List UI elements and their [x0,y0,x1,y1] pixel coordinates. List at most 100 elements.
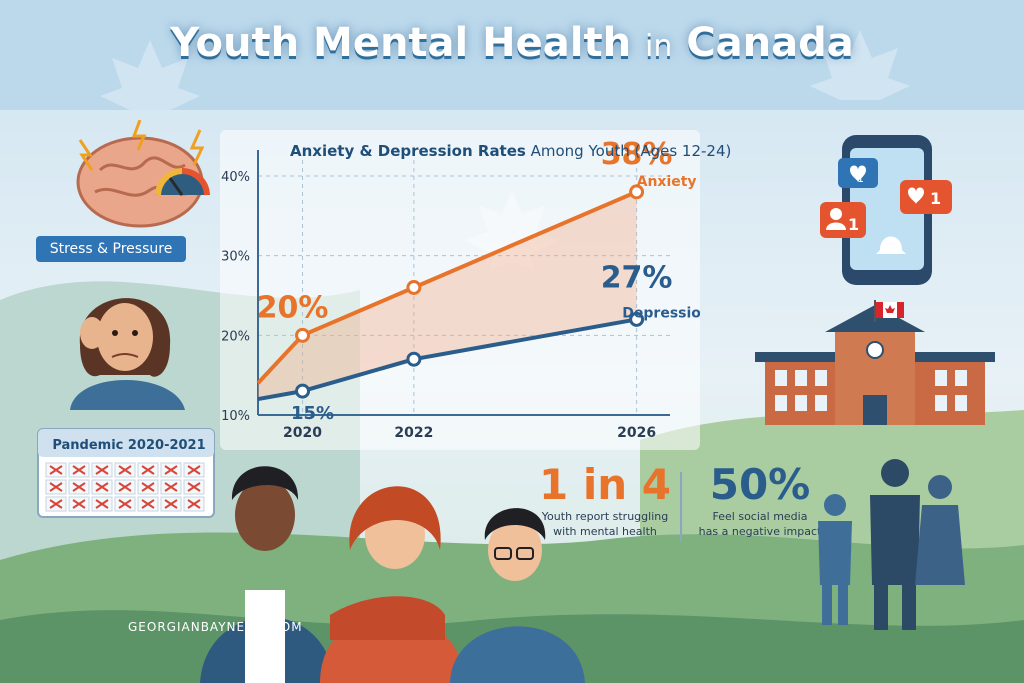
depression-point [629,311,645,327]
stat-text-line: Feel social media [712,510,808,523]
series-label: Depression [622,305,700,321]
cross-mark-icon [95,499,109,509]
sky-band [0,0,1024,110]
school-window [935,370,947,386]
stat-text-line: Youth report struggling [541,510,669,523]
pandemic-label: Pandemic 2020-2021 [52,438,206,453]
cross-mark-icon [72,482,86,492]
stat-divider [680,472,682,542]
series-label: Anxiety [637,174,697,190]
cross-mark-icon [164,465,178,475]
school-window [795,395,807,411]
maple-leaf-icon [100,40,200,110]
anxiety-point [295,327,311,343]
stat-fifty-percent: 50% Feel social media has a negative imp… [685,460,835,539]
y-tick-label: 10% [221,409,250,424]
cross-mark-icon [187,465,201,475]
cross-mark-icon [49,465,63,475]
school-window [795,370,807,386]
depression-point [295,383,311,399]
anxiety-point [406,280,422,295]
cross-mark-icon [118,465,132,475]
school-window [815,370,827,386]
heart-badge-count: 1 [930,189,941,208]
cross-mark-icon [164,499,178,509]
school-window [955,395,967,411]
cross-mark-icon [95,482,109,492]
heart-icon [850,165,866,182]
y-tick-label: 20% [221,329,250,344]
heart-bubble [900,180,952,214]
stat-text-line: with mental health [553,525,657,538]
chart-series [256,184,645,402]
depression-point [406,351,422,367]
school-window [935,395,947,411]
source-footer: GEORGIANBAYNEWS.COM [128,620,303,634]
cross-mark-icon [118,499,132,509]
line-chart: 10% 20% 30% 40% 2020 2022 2026 20% 15% 38% 27% Anx… [220,130,700,450]
stat-text-line: has a negative impact [698,525,822,538]
data-label: 15% [291,403,334,424]
title-part-main: Youth Mental Health [170,20,632,66]
anxiety-area [258,191,637,400]
cross-mark-icon [72,465,86,475]
chart-title-bold: Anxiety & Depression Rates [290,142,526,160]
canada-flag-icon [874,300,904,322]
like-badge-count: 1 [857,172,864,185]
depression-line [257,317,637,402]
data-label: 38% [601,137,673,172]
maple-leaf-icon [810,30,910,100]
cross-mark-icon [72,499,86,509]
chart-grid [258,160,670,416]
page-title: Youth Mental Health in Canada [0,20,1024,66]
cross-mark-icon [187,482,201,492]
person-icon [830,208,842,220]
cross-mark-icon [141,499,155,509]
stat-value: 1 in 4 [539,460,671,509]
chart-title-rest: Among Youth (Ages 12-24) [530,142,732,160]
chart-axes: 10% 20% 30% 40% 2020 2022 2026 [221,150,670,441]
cross-mark-icon [49,482,63,492]
family-illustration [818,459,965,630]
school-window [775,370,787,386]
chart-panel [220,130,700,450]
cross-mark-icon [118,482,132,492]
data-label: 27% [601,260,673,295]
cross-mark-icon [49,499,63,509]
heart-icon [908,187,924,204]
cross-mark-icon [141,465,155,475]
x-tick-label: 2020 [283,425,322,441]
y-tick-label: 30% [221,250,250,265]
brain-stress-icon [76,120,210,228]
cross-mark-icon [164,482,178,492]
clock-icon [866,341,884,359]
teens-group-illustration [200,466,585,683]
school-door [863,395,887,425]
cross-mark-icon [187,499,201,509]
bell-icon [876,236,906,254]
chart-title: Anxiety & Depression Rates Among Youth (… [290,142,731,160]
stressed-girl-illustration [70,298,185,410]
title-part-in: in [645,29,673,64]
data-label: 20% [257,290,329,325]
stat-one-in-four: 1 in 4 Youth report struggling with ment… [530,460,680,539]
follower-badge-count: 1 [848,215,859,234]
calendar-icon [37,428,215,518]
chart-labels: 20% 15% 38% 27% Anxiety Depression [257,137,700,424]
stat-value: 50% [709,460,811,509]
cross-mark-icon [141,482,155,492]
anxiety-point [629,184,645,200]
x-tick-label: 2022 [394,425,433,441]
school-window [955,370,967,386]
x-tick-label: 2026 [617,425,656,441]
phone-social-icon: 1 1 1 [820,135,952,285]
title-part-country: Canada [686,20,854,66]
school-building-illustration [755,300,995,425]
cross-mark-icon [95,465,109,475]
y-tick-label: 40% [221,170,250,185]
anxiety-line [256,190,638,385]
stress-badge: Stress & Pressure [36,236,186,262]
school-window [775,395,787,411]
school-window [815,395,827,411]
